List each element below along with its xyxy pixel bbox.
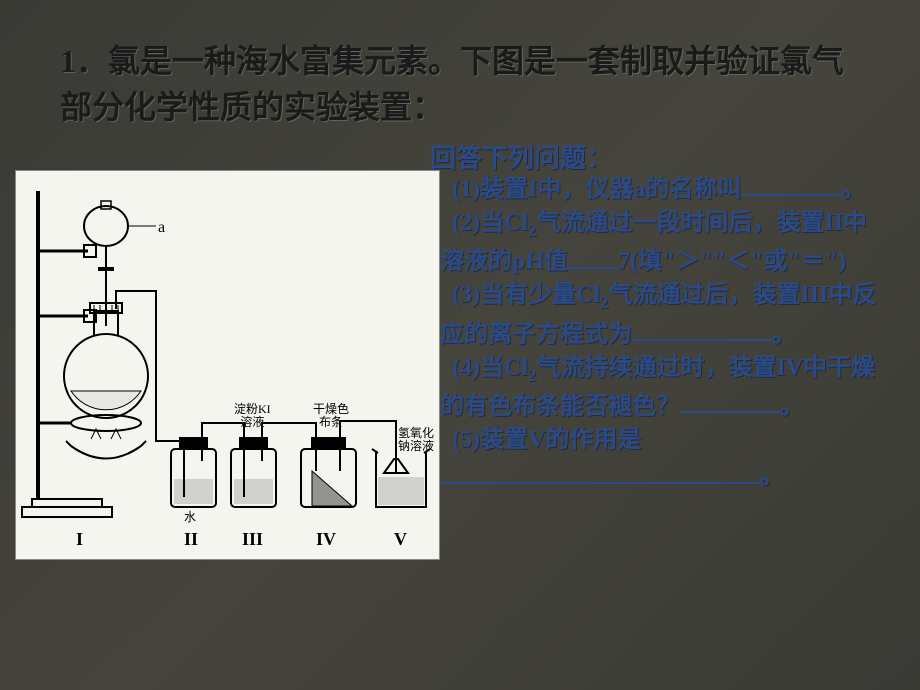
label-a: a	[158, 219, 165, 237]
apparatus-diagram: a 水 淀粉KI 溶液 干燥色 布条 氢氧化 钠溶液 I II III IV V	[15, 170, 440, 560]
label-water: 水	[184, 511, 196, 524]
roman-2: II	[184, 529, 198, 550]
questions-block: (1)装置I中，仪器a的名称叫。 (2)当Cl2气流通过一段时间后，装置II中溶…	[440, 170, 890, 494]
label-naoh: 氢氧化 钠溶液	[398, 427, 434, 453]
q3-text-c: 。	[772, 321, 796, 347]
q5-blank	[440, 457, 760, 483]
q4-blank	[680, 387, 780, 413]
question-2: (2)当Cl2气流通过一段时间后，装置II中溶液的pH值7(填"＞""＜"或"＝…	[440, 207, 890, 279]
label-cloth: 干燥色 布条	[313, 403, 349, 429]
q3-text-a: (3)当有少量Cl	[452, 282, 600, 308]
label-starch: 淀粉KI 溶液	[234, 403, 271, 429]
question-1: (1)装置I中，仪器a的名称叫 。	[440, 170, 890, 207]
roman-4: IV	[316, 529, 336, 550]
question-title: 1．氯是一种海水富集元素。下图是一套制取并验证氯气部分化学性质的实验装置：	[60, 38, 860, 131]
q5-text-b: 。	[760, 464, 784, 490]
roman-5: V	[394, 529, 407, 550]
q1-text-b: 。	[841, 176, 865, 202]
q2-text-a: (2)当Cl	[452, 210, 528, 236]
q4-text-c: 。	[780, 393, 804, 419]
q3-blank	[632, 315, 772, 341]
q1-text-a: (1)装置I中，仪器a的名称叫	[452, 176, 741, 202]
q5-text-a: (5)装置V的作用是	[452, 427, 641, 453]
question-5: (5)装置V的作用是。	[440, 424, 890, 495]
roman-1: I	[76, 529, 83, 550]
question-3: (3)当有少量Cl2气流通过后，装置III中反应的离子方程式为。	[440, 279, 890, 351]
q1-blank	[741, 170, 841, 196]
q4-text-a: (4)当Cl	[452, 355, 528, 381]
apparatus-svg	[16, 171, 441, 561]
q2-blank	[568, 242, 618, 268]
q2-text-c: 7(填"＞""＜"或"＝")	[618, 249, 846, 275]
question-4: (4)当Cl2气流持续通过时，装置IV中干燥的有色布条能否褪色？。	[440, 352, 890, 424]
roman-3: III	[242, 529, 263, 550]
